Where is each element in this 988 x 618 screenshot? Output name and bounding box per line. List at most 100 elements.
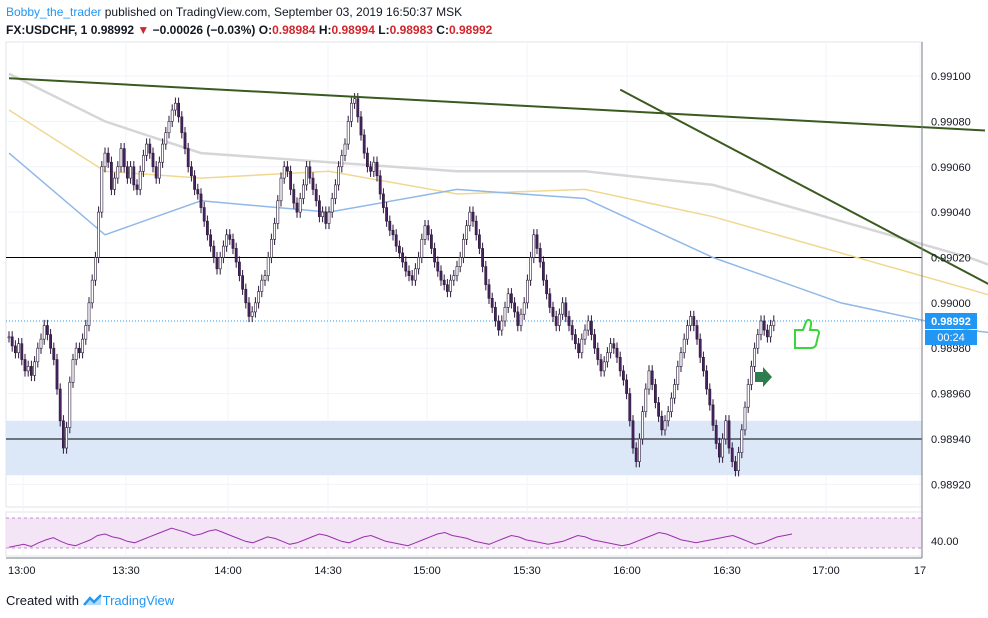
symbol-label[interactable]: FX:USDCHF, 1	[6, 23, 88, 37]
candle-body	[391, 229, 395, 236]
candle-body	[673, 384, 677, 399]
candle-body	[148, 143, 152, 154]
candle-body	[746, 384, 750, 408]
candle-body	[324, 211, 328, 224]
candle-body	[68, 381, 72, 428]
candle-body	[573, 334, 577, 344]
candle-body	[225, 234, 229, 247]
last-price: 0.98992	[90, 23, 135, 37]
candle-body	[612, 343, 616, 349]
tradingview-logo-icon	[82, 594, 103, 606]
candle-body	[535, 234, 539, 249]
trendlines[interactable]	[8, 77, 988, 466]
candle-body	[244, 288, 248, 304]
candle-body	[730, 447, 734, 462]
candle-body	[292, 189, 296, 204]
axes: 0.99100 0.99080 0.99060 0.99040 0.99020 0.990…	[6, 42, 977, 577]
candle-body	[631, 420, 635, 449]
candle-body	[420, 239, 424, 258]
candle-body	[330, 198, 334, 213]
candle-body	[689, 316, 693, 326]
candle-body	[177, 102, 181, 118]
low-value: 0.98983	[389, 23, 433, 37]
candle-body	[94, 257, 97, 281]
candle-body	[247, 302, 251, 317]
candle-body	[29, 366, 33, 376]
candle-body	[743, 406, 747, 431]
candle-body	[490, 298, 494, 308]
countdown-label-bg	[925, 330, 977, 345]
thumbs-up-icon	[794, 318, 821, 349]
rsi-band	[6, 518, 922, 548]
candle-body	[484, 266, 488, 286]
candle-body	[583, 329, 587, 340]
author-link[interactable]: Bobby_the_trader	[6, 5, 102, 19]
candle-body	[250, 311, 254, 317]
candle-body	[138, 170, 142, 190]
candle-body	[340, 155, 344, 168]
candle-body	[273, 223, 277, 240]
candle-body	[513, 302, 517, 313]
candle-body	[442, 279, 446, 286]
sma-slow-line	[8, 72, 988, 266]
candle-body	[106, 152, 110, 163]
candle-body	[589, 320, 593, 335]
candle-body	[455, 266, 459, 276]
candle-body	[129, 166, 133, 179]
candle-body	[538, 248, 542, 263]
candle-body	[695, 325, 699, 340]
candle-body	[84, 325, 88, 340]
candle-body	[452, 275, 456, 281]
close-label: C:	[436, 23, 449, 37]
candle-body	[759, 320, 763, 335]
rsi-line	[8, 527, 793, 548]
candle-body	[301, 184, 305, 199]
candle-body	[685, 325, 689, 340]
candle-body	[222, 245, 225, 258]
candle-body	[641, 411, 645, 440]
candle-body	[333, 184, 337, 199]
candle-body	[429, 234, 433, 249]
candle-body	[74, 347, 78, 360]
candle-body	[263, 275, 267, 281]
candle-body	[593, 334, 597, 349]
candle-body	[615, 347, 619, 358]
candle-body	[708, 388, 712, 406]
candle-body	[439, 270, 443, 281]
current-price-label-bg	[925, 313, 977, 329]
candle-body	[449, 279, 453, 292]
candle-body	[577, 343, 581, 354]
y-tick-label: 0.98960	[931, 389, 971, 401]
price-change: −0.00026 (−0.03%)	[152, 23, 256, 37]
candle-body	[167, 121, 171, 134]
candle-body	[174, 102, 177, 111]
candle-body	[311, 177, 315, 190]
candle-body	[87, 302, 91, 326]
candle-body	[698, 338, 702, 358]
candle-body	[580, 338, 584, 354]
candle-body	[551, 307, 555, 317]
candle-body	[349, 102, 353, 122]
candle-body	[234, 248, 238, 263]
candle-body	[561, 302, 565, 315]
price-chart[interactable]: 0.99100 0.99080 0.99060 0.99040 0.99020 0.990…	[0, 0, 988, 590]
trendline	[619, 88, 988, 285]
candle-body	[653, 384, 657, 403]
candle-body	[228, 234, 232, 240]
candle-body	[110, 161, 113, 190]
candle-body	[548, 293, 552, 308]
candle-body	[142, 155, 145, 172]
candle-body	[762, 320, 766, 331]
tradingview-brand[interactable]: TradingView	[102, 593, 175, 608]
candle-body	[663, 420, 667, 431]
candle-body	[474, 220, 478, 236]
candle-body	[634, 447, 638, 462]
candle-body	[682, 338, 686, 354]
candle-body	[202, 207, 206, 222]
candle-body	[14, 345, 17, 354]
y-tick-label: 0.98920	[931, 479, 971, 491]
candle-body	[509, 293, 513, 304]
candle-body	[445, 284, 449, 292]
candle-body	[471, 211, 475, 222]
candle-body	[679, 352, 683, 367]
